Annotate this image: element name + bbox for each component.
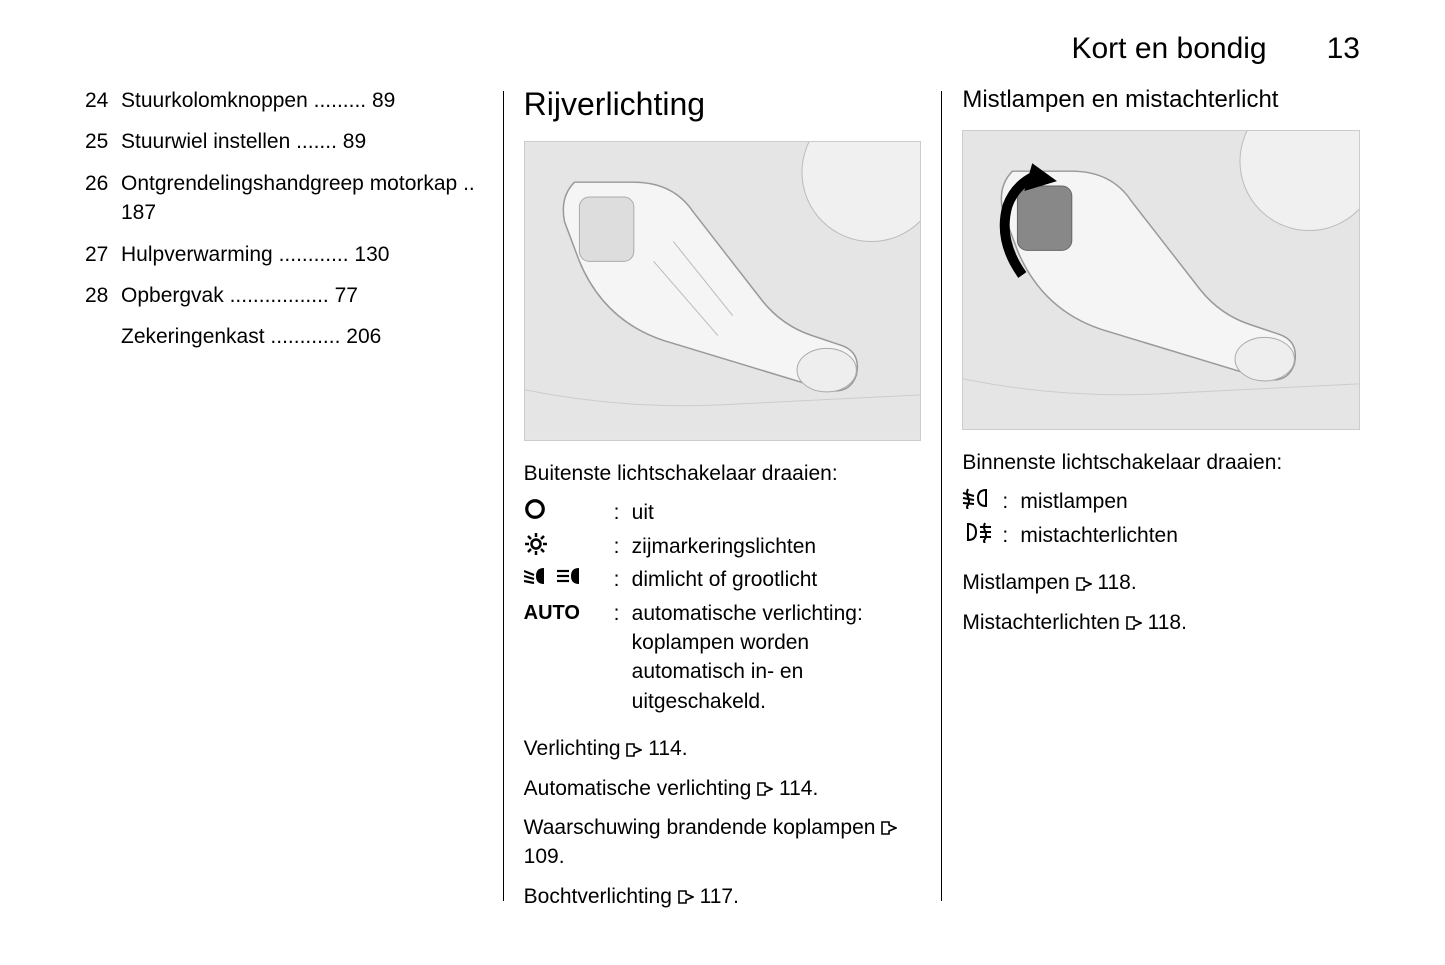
cross-reference: Bochtverlichting 117.: [524, 882, 922, 911]
legend-text: uit: [632, 498, 922, 527]
content-columns: 24Stuurkolomknoppen ......... 8925Stuurw…: [0, 86, 1445, 921]
cross-reference: Verlichting 114.: [524, 734, 922, 763]
toc-item-number: 25: [85, 127, 121, 156]
lighting-caption: Buitenste lichtschakelaar draaien:: [524, 459, 922, 488]
toc-item-label: Ontgrendelingshandgreep motorkap .. 187: [121, 169, 483, 228]
legend-colon: :: [1002, 521, 1020, 550]
header-title: Kort en bondig: [1071, 32, 1266, 66]
foglight-illustration: [962, 130, 1360, 430]
foglight-caption: Binnenste lichtschakelaar draaien:: [962, 448, 1360, 477]
lighting-legend: :uit:zijmarkeringslichten:dimlicht of gr…: [524, 498, 922, 716]
parking-icon: [524, 532, 614, 556]
cross-reference: Waarschuwing brandende koplampen 109.: [524, 813, 922, 872]
legend-colon: :: [614, 532, 632, 561]
legend-item: :mistlampen: [962, 487, 1360, 516]
lighting-illustration: [524, 141, 922, 441]
cross-reference: Mistachterlichten 118.: [962, 608, 1360, 637]
cross-reference: Mistlampen 118.: [962, 568, 1360, 597]
legend-item: :zijmarkeringslichten: [524, 532, 922, 561]
subsection-title: Mistlampen en mistachterlicht: [962, 86, 1360, 114]
legend-colon: :: [1002, 487, 1020, 516]
fogrear-icon: [962, 521, 1002, 543]
lighting-column: Rijverlichting Buitenste lichtschakelaar…: [504, 86, 942, 921]
lighting-refs: Verlichting 114. Automatische verlichting…: [524, 734, 922, 911]
legend-text: mistachterlichten: [1020, 521, 1360, 550]
legend-item: :uit: [524, 498, 922, 527]
legend-text: mistlampen: [1020, 487, 1360, 516]
toc-item: 27Hulpverwarming ............ 130: [85, 240, 483, 269]
legend-colon: :: [614, 565, 632, 594]
toc-item-number: 24: [85, 86, 121, 115]
legend-item: :mistachterlichten: [962, 521, 1360, 550]
legend-text: dimlicht of grootlicht: [632, 565, 922, 594]
stalk-rotate-svg-icon: [963, 131, 1359, 429]
page-number: 13: [1327, 32, 1360, 66]
beams-icon: [524, 565, 614, 587]
legend-colon: :: [614, 599, 632, 628]
page-header: Kort en bondig 13: [0, 0, 1445, 86]
toc-item-label: Stuurwiel instellen ....... 89: [121, 127, 483, 156]
stalk-svg-icon: [525, 142, 921, 440]
foglight-column: Mistlampen en mistachterlicht Binnenste …: [942, 86, 1360, 921]
auto-icon: AUTO: [524, 599, 614, 627]
fogfront-icon: [962, 487, 1002, 509]
toc-item: 26Ontgrendelingshandgreep motorkap .. 18…: [85, 169, 483, 228]
legend-item: AUTO:automatische verlichting: koplampen…: [524, 599, 922, 717]
toc-item-number: 27: [85, 240, 121, 269]
section-title: Rijverlichting: [524, 86, 922, 123]
foglight-refs: Mistlampen 118. Mistachterlichten 118.: [962, 568, 1360, 637]
toc-item: 28Opbergvak ................. 77: [85, 281, 483, 310]
toc-item-number: [85, 322, 121, 351]
toc-item-label: Hulpverwarming ............ 130: [121, 240, 483, 269]
toc-list: 24Stuurkolomknoppen ......... 8925Stuurw…: [85, 86, 483, 352]
off-icon: [524, 498, 614, 520]
toc-item: 25Stuurwiel instellen ....... 89: [85, 127, 483, 156]
toc-item-number: 28: [85, 281, 121, 310]
foglight-legend: :mistlampen:mistachterlichten: [962, 487, 1360, 550]
toc-item-label: Stuurkolomknoppen ......... 89: [121, 86, 483, 115]
toc-column: 24Stuurkolomknoppen ......... 8925Stuurw…: [85, 86, 503, 921]
legend-text: zijmarkeringslichten: [632, 532, 922, 561]
toc-item: Zekeringenkast ............ 206: [85, 322, 483, 351]
toc-item: 24Stuurkolomknoppen ......... 89: [85, 86, 483, 115]
cross-reference: Automatische verlichting 114.: [524, 774, 922, 803]
toc-item-label: Zekeringenkast ............ 206: [121, 322, 483, 351]
legend-colon: :: [614, 498, 632, 527]
legend-text: automatische verlichting: koplampen word…: [632, 599, 922, 717]
legend-item: :dimlicht of grootlicht: [524, 565, 922, 594]
toc-item-number: 26: [85, 169, 121, 228]
toc-item-label: Opbergvak ................. 77: [121, 281, 483, 310]
